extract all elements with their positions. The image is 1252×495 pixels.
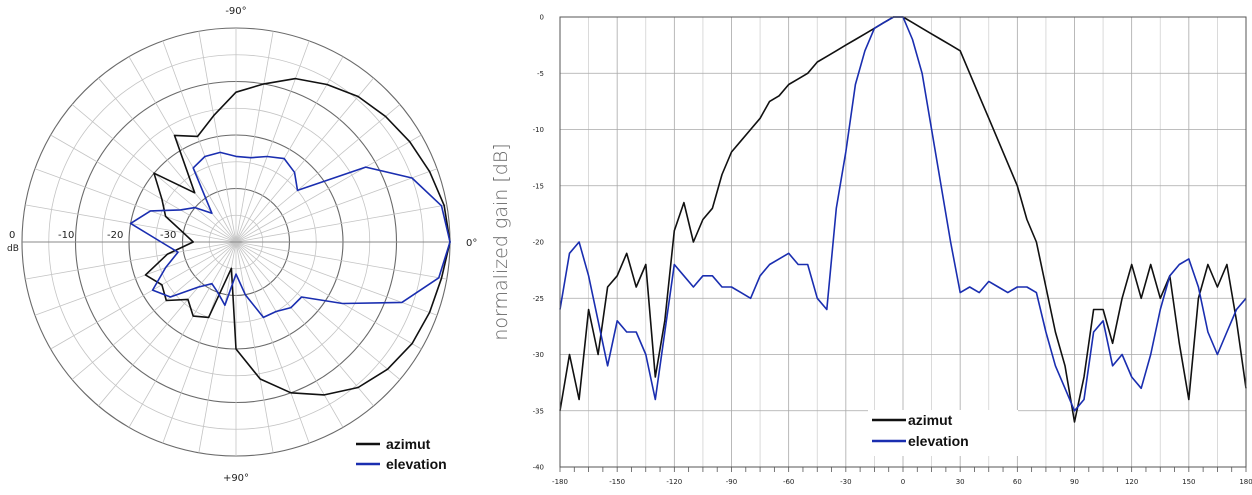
polar-spoke — [98, 77, 237, 243]
y-tick-label: -30 — [533, 351, 544, 359]
polar-spoke — [34, 241, 237, 316]
polar-spoke — [235, 40, 310, 243]
polar-spoke — [71, 241, 237, 380]
polar-spoke — [128, 241, 237, 428]
line-legend-elevation-label: elevation — [908, 433, 969, 449]
x-tick-label: 180 — [1239, 478, 1252, 486]
y-tick-label: -40 — [533, 464, 544, 472]
x-tick-label: 30 — [956, 478, 965, 486]
polar-radial-label-20: -20 — [107, 230, 123, 241]
polar-spoke — [235, 241, 447, 280]
y-tick-label: -15 — [533, 182, 544, 190]
line-ticks: 0 -5 -10 -15 -20 -25 -30 -35 -40 -180 -150 -120 -90 -… — [533, 14, 1252, 487]
polar-spoke — [235, 241, 310, 444]
y-tick-label: -10 — [533, 126, 544, 134]
x-tick-label: -30 — [840, 478, 851, 486]
polar-spoke — [25, 241, 237, 280]
polar-spoke — [235, 241, 401, 380]
polar-series-elevation — [129, 151, 451, 319]
polar-radial-label-0: 0 — [9, 230, 15, 241]
y-tick-label: -35 — [533, 407, 544, 415]
polar-spoke — [198, 31, 237, 243]
polar-spoke — [235, 241, 344, 428]
line-legend-bg — [868, 410, 1018, 456]
line-legend-azimut-label: azimut — [908, 412, 953, 428]
y-tick-label: -5 — [537, 70, 544, 78]
y-axis-label: normalized gain [dB] — [490, 143, 512, 340]
x-tick-label: 60 — [1013, 478, 1022, 486]
x-tick-label: 120 — [1125, 478, 1138, 486]
plot-frame — [559, 16, 1247, 468]
line-chart: normalized gain [dB] 0 -5 -10 -15 -20 -25 -30 -… — [490, 14, 1252, 487]
y-tick-label: -20 — [533, 239, 544, 247]
polar-spoke — [235, 134, 422, 243]
polar-spoke — [162, 241, 237, 444]
polar-spoke — [235, 241, 422, 350]
x-tick-label: -150 — [609, 478, 625, 486]
polar-spoke — [162, 40, 237, 243]
polar-spoke — [235, 104, 401, 243]
x-tick-label: -120 — [666, 478, 682, 486]
polar-radial-label-10: -10 — [58, 230, 74, 241]
polar-spoke — [50, 134, 237, 243]
y-tick-label: -25 — [533, 295, 544, 303]
polar-spoke — [235, 56, 344, 243]
polar-series-azimut — [144, 77, 451, 396]
polar-series — [129, 77, 451, 396]
polar-spoke — [235, 168, 438, 243]
polar-radial-label-30: -30 — [160, 230, 176, 241]
polar-spoke — [235, 241, 374, 407]
polar-angle-label-right: 0° — [466, 238, 477, 249]
polar-legend: azimut elevation — [356, 436, 447, 472]
polar-legend-elevation-label: elevation — [386, 456, 447, 472]
polar-spoke — [235, 241, 274, 453]
x-tick-label: 0 — [901, 478, 905, 486]
x-tick-label: -60 — [783, 478, 794, 486]
polar-spoke — [198, 241, 237, 453]
polar-angle-label-top: -90° — [225, 6, 246, 17]
polar-spoke — [34, 168, 237, 243]
polar-spoke — [235, 241, 438, 316]
polar-spoke — [235, 77, 374, 243]
polar-chart: -90° +90° 0° 0 dB -10 -20 -30 azimut ele… — [7, 6, 477, 484]
line-legend: azimut elevation — [868, 410, 1018, 456]
polar-spoke — [98, 241, 237, 407]
x-tick-label: -180 — [552, 478, 568, 486]
polar-legend-azimut-label: azimut — [386, 436, 431, 452]
polar-angle-label-bottom: +90° — [223, 473, 249, 484]
x-tick-label: 150 — [1182, 478, 1195, 486]
polar-spoke — [128, 56, 237, 243]
polar-spoke — [235, 204, 447, 243]
y-tick-label: 0 — [540, 14, 544, 22]
polar-spoke — [235, 31, 274, 243]
x-tick-label: 90 — [1070, 478, 1079, 486]
polar-spoke — [50, 241, 237, 350]
line-grid — [560, 16, 1246, 468]
polar-radial-unit: dB — [7, 244, 19, 254]
x-tick-label: -90 — [726, 478, 737, 486]
